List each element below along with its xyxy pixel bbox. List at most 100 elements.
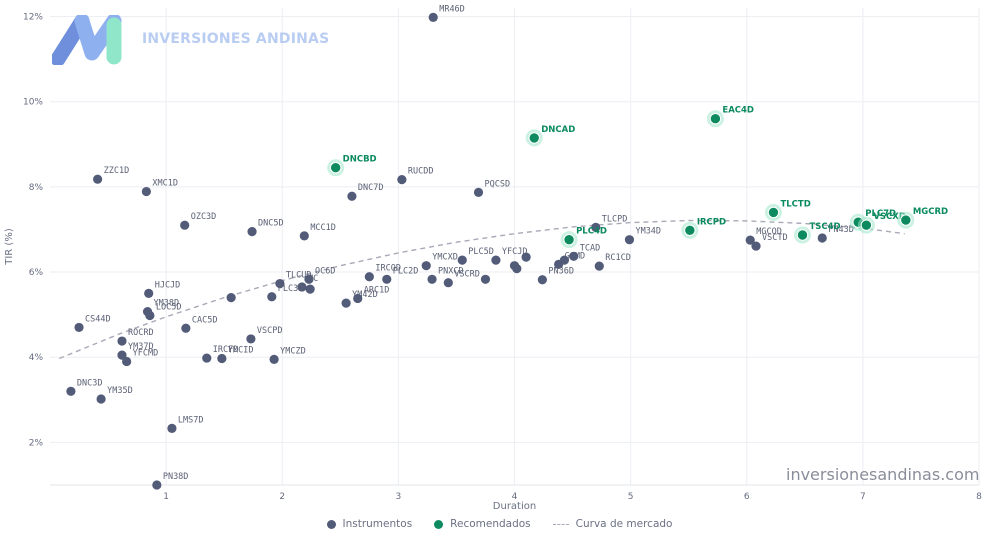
y-tick-label: 8% (29, 183, 44, 193)
instrument-label: YM35D (107, 386, 133, 396)
instrument-point[interactable] (457, 255, 467, 265)
instrument-point[interactable] (275, 278, 285, 289)
instrument-point[interactable] (152, 480, 162, 490)
instrument-label: PN36D (548, 267, 574, 277)
instrument-point[interactable] (267, 292, 277, 302)
instrument-point[interactable] (305, 284, 315, 294)
instrument-label: PLC5D (468, 247, 494, 257)
instrument-point[interactable] (141, 186, 151, 197)
instrument-point[interactable] (745, 235, 755, 245)
instrument-point[interactable] (428, 12, 438, 22)
instrument-point[interactable] (167, 423, 177, 433)
instrument-point[interactable] (226, 293, 236, 303)
instrument-point[interactable] (269, 354, 279, 364)
x-tick-label: 1 (163, 492, 169, 502)
instrument-point[interactable] (347, 191, 357, 201)
instrument-point[interactable] (569, 251, 579, 261)
instrument-point[interactable] (751, 241, 761, 251)
instrument-point[interactable] (382, 274, 392, 284)
instrument-point[interactable] (443, 278, 453, 288)
instrument-point[interactable] (624, 235, 635, 245)
instrument-point[interactable] (817, 233, 827, 243)
recommended-label: IRCPD (697, 217, 726, 227)
instrument-point[interactable] (512, 264, 522, 274)
recommended-dot-icon (434, 519, 444, 529)
instrument-label: MCC1D (310, 223, 336, 233)
y-tick-label: 12% (23, 13, 43, 23)
legend-item-curve[interactable]: Curva de mercado (552, 518, 673, 530)
brand-logo-icon (52, 15, 122, 65)
instrument-point[interactable] (93, 174, 103, 184)
instrument-point[interactable] (144, 288, 154, 298)
recommended-point[interactable] (528, 132, 540, 144)
instrument-point[interactable] (299, 231, 309, 241)
recommended-label: MGCRD (913, 207, 948, 217)
instrument-label: VSCTD (762, 233, 788, 243)
instrument-label: MGCOD (756, 227, 782, 237)
instrument-point[interactable] (96, 394, 106, 404)
instrument-point[interactable] (473, 187, 484, 198)
legend-label-curve: Curva de mercado (575, 518, 673, 530)
recommended-point[interactable] (767, 206, 780, 219)
instrument-label: PQCSD (485, 179, 511, 189)
instrument-point[interactable] (117, 336, 127, 346)
instrument-label: RUCDD (408, 167, 434, 177)
recommended-point[interactable] (563, 233, 575, 246)
instrument-label: IRCOD (375, 264, 401, 274)
instrument-label: PN38D (163, 472, 189, 482)
instrument-point[interactable] (304, 274, 314, 284)
instrument-point[interactable] (181, 323, 191, 333)
x-tick-label: 2 (279, 492, 285, 502)
instrument-point[interactable] (491, 255, 501, 265)
instrument-point[interactable] (341, 298, 351, 308)
instrument-point[interactable] (117, 350, 127, 360)
instrument-label: TLCPD (602, 214, 628, 224)
instrument-point[interactable] (353, 293, 363, 304)
instrument-point[interactable] (594, 261, 604, 271)
instrument-label: RC1CD (605, 253, 631, 263)
recommended-label: DNCBD (343, 155, 377, 165)
instrument-point[interactable] (427, 274, 437, 284)
instrument-point[interactable] (246, 334, 256, 344)
instrument-point[interactable] (397, 175, 407, 185)
instrument-point[interactable] (180, 220, 190, 230)
instrument-point[interactable] (247, 226, 257, 237)
recommended-point[interactable] (796, 229, 809, 241)
grid-lines (50, 8, 980, 486)
legend: Instrumentos Recomendados Curva de merca… (0, 518, 999, 530)
instrument-label: CAC5D (192, 315, 218, 325)
recommended-point[interactable] (329, 162, 342, 174)
instrument-point[interactable] (217, 353, 227, 364)
y-tick-label: 4% (29, 353, 44, 363)
recommended-point[interactable] (709, 113, 722, 125)
legend-item-instruments[interactable]: Instrumentos (326, 518, 412, 530)
instrument-label: OZC3D (191, 212, 217, 222)
instrument-label: YMCXD (432, 253, 458, 263)
legend-item-recommended[interactable]: Recomendados (434, 518, 531, 530)
legend-label-recommended: Recomendados (450, 518, 531, 530)
instrument-point[interactable] (521, 252, 531, 262)
instrument-point[interactable] (364, 272, 374, 282)
instrument-point[interactable] (537, 275, 547, 285)
recommended-point[interactable] (900, 214, 912, 226)
y-axis-title: TIR (%) (4, 228, 15, 266)
instrument-point[interactable] (591, 222, 601, 232)
instrument-point[interactable] (122, 356, 132, 367)
instrument-label: YMCZD (280, 346, 306, 356)
instrument-point[interactable] (145, 310, 155, 321)
instrument-label: ZZC1D (104, 166, 130, 176)
recommended-point[interactable] (860, 219, 873, 231)
recommended-point[interactable] (684, 224, 696, 237)
instrument-label: YM34D (635, 227, 661, 237)
instrument-point[interactable] (202, 353, 212, 363)
instrument-label: PLC3D (278, 284, 304, 294)
instrument-point[interactable] (421, 261, 431, 271)
instrument-point[interactable] (74, 322, 84, 333)
instrument-label: IRCFD (213, 345, 239, 355)
instrument-label: YM38D (154, 299, 180, 309)
instrument-label: VSCRD (454, 270, 480, 280)
instrument-point[interactable] (66, 386, 76, 396)
instrument-point[interactable] (559, 255, 570, 265)
instrument-point[interactable] (297, 282, 307, 292)
instrument-point[interactable] (480, 274, 491, 284)
